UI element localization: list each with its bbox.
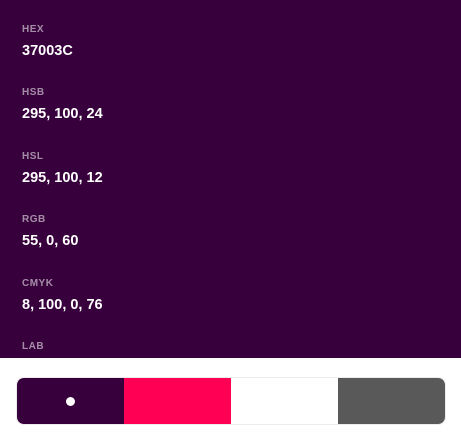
rgb-label: RGB [22,214,46,226]
hex-label: HEX [22,24,45,35]
swatch-1[interactable] [17,378,124,424]
palette-bar [0,358,461,443]
hex-value[interactable]: 37003C [22,43,73,59]
hsl-value-row: HSL 295, 100, 12 [22,151,103,214]
lab-label: LAB [22,340,45,352]
cmyk-value-row: CMYK 8, 100, 0, 76 [22,278,103,341]
hsl-label: HSL [22,150,44,162]
color-values-list: HEX 37003C HSB 295, 100, 24 HSL 295, 100… [22,24,103,404]
swatch-3[interactable] [231,378,338,424]
hsl-value[interactable]: 295, 100, 12 [22,169,103,186]
palette-swatches [17,378,445,424]
rgb-value[interactable]: 55, 0, 60 [22,233,79,250]
cmyk-value[interactable]: 8, 100, 0, 76 [22,296,103,313]
hsb-value-row: HSB 295, 100, 24 [22,87,103,150]
hsb-label: HSB [22,87,45,99]
rgb-value-row: RGB 55, 0, 60 [22,214,103,277]
swatch-4[interactable] [338,378,445,424]
hex-value-row: HEX 37003C [22,24,103,87]
dot-icon [66,396,75,406]
lab-value-row: LAB [22,341,103,404]
hsb-value[interactable]: 295, 100, 24 [22,106,103,123]
cmyk-label: CMYK [22,277,54,289]
swatch-2[interactable] [124,378,231,424]
